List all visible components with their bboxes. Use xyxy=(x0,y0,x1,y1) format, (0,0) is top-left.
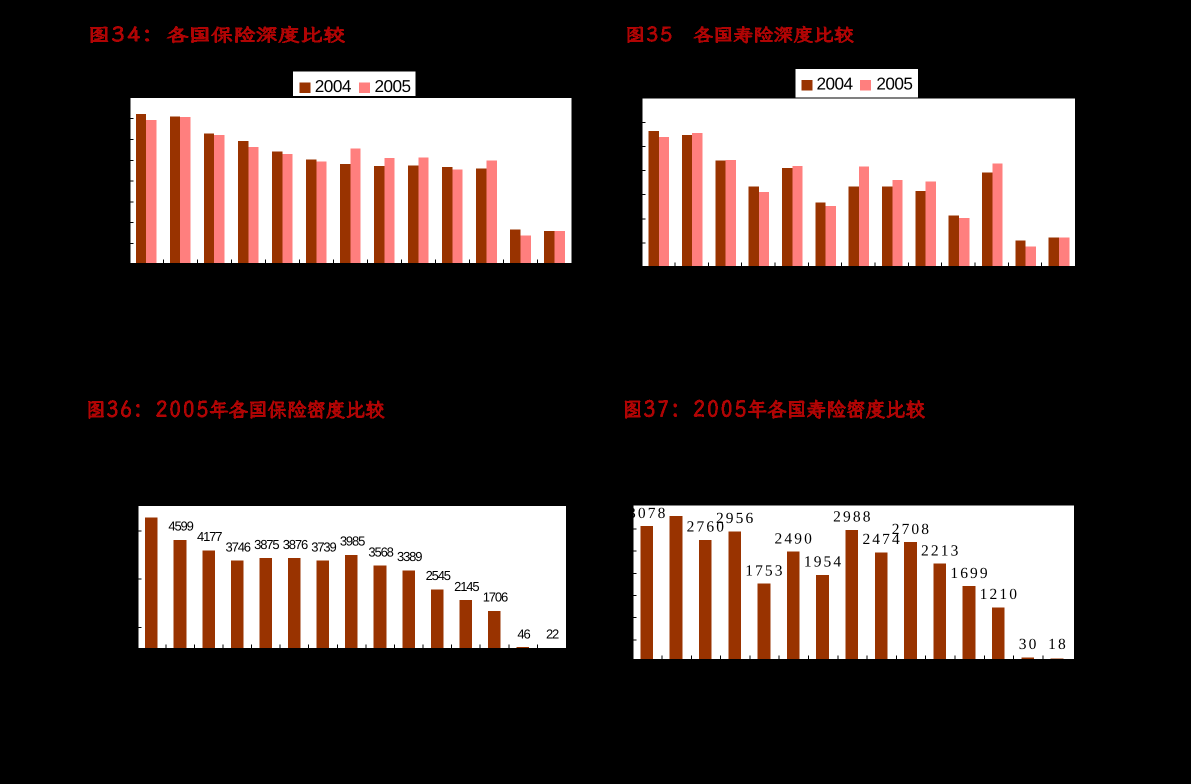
svg-text:2145: 2145 xyxy=(454,579,479,594)
svg-text:1753: 1753 xyxy=(745,562,784,579)
svg-text:1706: 1706 xyxy=(483,590,508,605)
svg-text:3746: 3746 xyxy=(226,539,251,554)
svg-text:3739: 3739 xyxy=(311,539,336,554)
svg-text:3875: 3875 xyxy=(254,537,279,552)
svg-text:4177: 4177 xyxy=(197,529,222,544)
svg-text:46: 46 xyxy=(517,627,530,642)
svg-text:1954: 1954 xyxy=(804,554,843,571)
svg-text:2988: 2988 xyxy=(833,509,872,526)
svg-text:4599: 4599 xyxy=(168,519,193,534)
svg-text:3568: 3568 xyxy=(368,544,393,559)
svg-text:2760: 2760 xyxy=(687,519,726,536)
svg-text:18: 18 xyxy=(1048,636,1068,653)
svg-text:1210: 1210 xyxy=(980,586,1019,603)
svg-text:3389: 3389 xyxy=(397,549,422,564)
svg-text:2005: 2005 xyxy=(375,76,411,96)
svg-text:3876: 3876 xyxy=(283,537,308,552)
svg-text:2004: 2004 xyxy=(817,73,854,93)
svg-text:30: 30 xyxy=(1019,636,1039,653)
svg-text:2004: 2004 xyxy=(315,76,352,96)
svg-text:3078: 3078 xyxy=(628,505,667,522)
svg-text:2708: 2708 xyxy=(892,521,931,538)
svg-text:2474: 2474 xyxy=(862,531,901,548)
svg-text:2956: 2956 xyxy=(716,510,755,527)
svg-text:2005: 2005 xyxy=(876,73,912,93)
svg-text:2545: 2545 xyxy=(426,568,451,583)
svg-text:2213: 2213 xyxy=(921,542,960,559)
svg-text:2490: 2490 xyxy=(775,530,814,547)
svg-text:1699: 1699 xyxy=(950,565,989,582)
svg-text:22: 22 xyxy=(546,627,559,642)
svg-text:3985: 3985 xyxy=(340,534,365,549)
